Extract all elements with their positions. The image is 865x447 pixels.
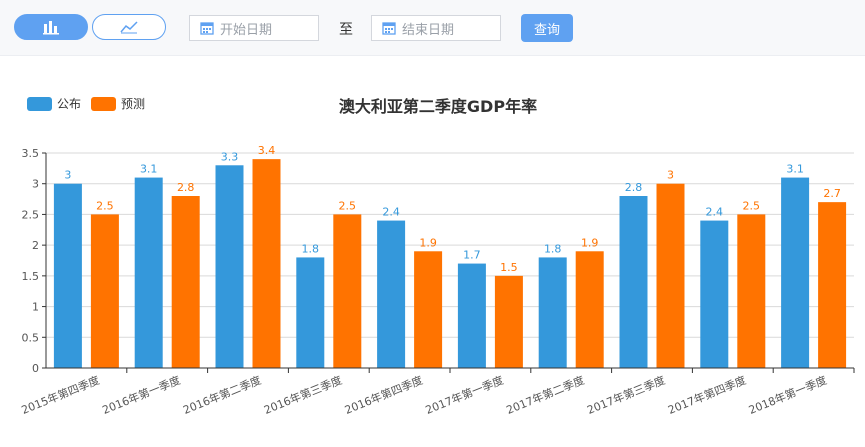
x-tick-label: 2017年第一季度 [423, 373, 505, 417]
toolbar: 开始日期 至 结束日期 查询 [0, 0, 865, 56]
start-date-placeholder: 开始日期 [220, 22, 273, 38]
data-label: 2.5 [339, 199, 357, 212]
bar-published [457, 263, 486, 368]
end-date-input[interactable]: 结束日期 [371, 15, 501, 41]
y-tick-label: 1 [32, 301, 39, 314]
line-chart-icon [120, 21, 138, 34]
data-label: 3 [64, 169, 71, 182]
bar-forecast [90, 214, 119, 368]
data-label: 1.9 [419, 236, 437, 249]
y-tick-label: 3.5 [22, 147, 40, 160]
bar-forecast [333, 214, 362, 368]
end-date-placeholder: 结束日期 [402, 22, 455, 38]
bar-published [296, 257, 325, 368]
data-label: 3 [667, 169, 674, 182]
chart-bars [53, 159, 847, 368]
line-chart-toggle[interactable] [92, 14, 166, 40]
data-label: 1.7 [463, 249, 481, 262]
data-label: 1.8 [544, 242, 562, 255]
bar-forecast [818, 202, 847, 368]
data-label: 2.7 [823, 187, 841, 200]
x-tick-label: 2017年第三季度 [585, 373, 667, 417]
bar-forecast [494, 275, 523, 368]
bar-published [619, 196, 648, 368]
legend-swatch [91, 97, 116, 111]
data-label: 1.5 [500, 261, 518, 274]
x-tick-label: 2016年第三季度 [262, 373, 344, 417]
y-tick-label: 0.5 [22, 331, 40, 344]
x-tick-label: 2016年第一季度 [100, 373, 182, 417]
calendar-icon [382, 22, 396, 35]
x-tick-label: 2017年第二季度 [504, 373, 586, 417]
data-label: 3.1 [786, 163, 804, 176]
bar-forecast [414, 251, 443, 368]
calendar-icon [200, 22, 214, 35]
data-label: 1.9 [581, 236, 599, 249]
bar-published [53, 183, 82, 368]
chart-data-labels: 3 2.5 3.1 2.8 3.3 3.4 1.8 2.5 2.4 1.9 1.7 1.5 1.8 1.9… [64, 144, 840, 274]
y-tick-label: 2.5 [22, 208, 40, 221]
y-tick-label: 1.5 [22, 270, 40, 283]
data-label: 3.3 [221, 150, 239, 163]
chart-grid [46, 152, 854, 369]
data-label: 2.8 [177, 181, 195, 194]
data-label: 1.8 [302, 242, 320, 255]
bar-chart-toggle[interactable] [14, 14, 88, 40]
bar-published [700, 220, 729, 368]
bar-published [781, 177, 810, 368]
bar-forecast [656, 183, 685, 368]
chart-legend: 公布 预测 [27, 97, 145, 111]
y-tick-label: 2 [32, 239, 39, 252]
y-tick-label: 3 [32, 178, 39, 191]
bar-chart-icon [43, 21, 59, 35]
x-tick-label: 2015年第四季度 [19, 373, 101, 417]
bar-forecast [252, 159, 281, 368]
data-label: 2.4 [382, 206, 400, 219]
bar-published [538, 257, 567, 368]
data-label: 2.5 [743, 199, 761, 212]
query-button[interactable]: 查询 [521, 14, 573, 42]
x-tick-label: 2016年第二季度 [181, 373, 263, 417]
legend-label: 公布 [57, 97, 81, 111]
bar-chart: 澳大利亚第二季度GDP年率 公布 预测 3 2.5 3.1 2.8 3.3 3.4 1.8 2.… [19, 97, 855, 417]
legend-label: 预测 [121, 97, 145, 111]
start-date-input[interactable]: 开始日期 [189, 15, 319, 41]
data-label: 3.4 [258, 144, 276, 157]
legend-swatch [27, 97, 52, 111]
chart-title: 澳大利亚第二季度GDP年率 [339, 97, 537, 116]
bar-published [134, 177, 163, 368]
data-label: 3.1 [140, 163, 158, 176]
bar-forecast [737, 214, 766, 368]
x-tick-label: 2016年第四季度 [343, 373, 425, 417]
bar-published [215, 165, 244, 368]
x-tick-label: 2018年第一季度 [747, 373, 829, 417]
data-label: 2.5 [96, 199, 114, 212]
data-label: 2.4 [706, 206, 724, 219]
data-label: 2.8 [625, 181, 643, 194]
bar-forecast [171, 196, 200, 368]
bar-published [377, 220, 406, 368]
x-tick-label: 2017年第四季度 [666, 373, 748, 417]
bar-forecast [575, 251, 604, 368]
date-separator: 至 [339, 22, 353, 38]
y-tick-label: 0 [32, 362, 39, 375]
